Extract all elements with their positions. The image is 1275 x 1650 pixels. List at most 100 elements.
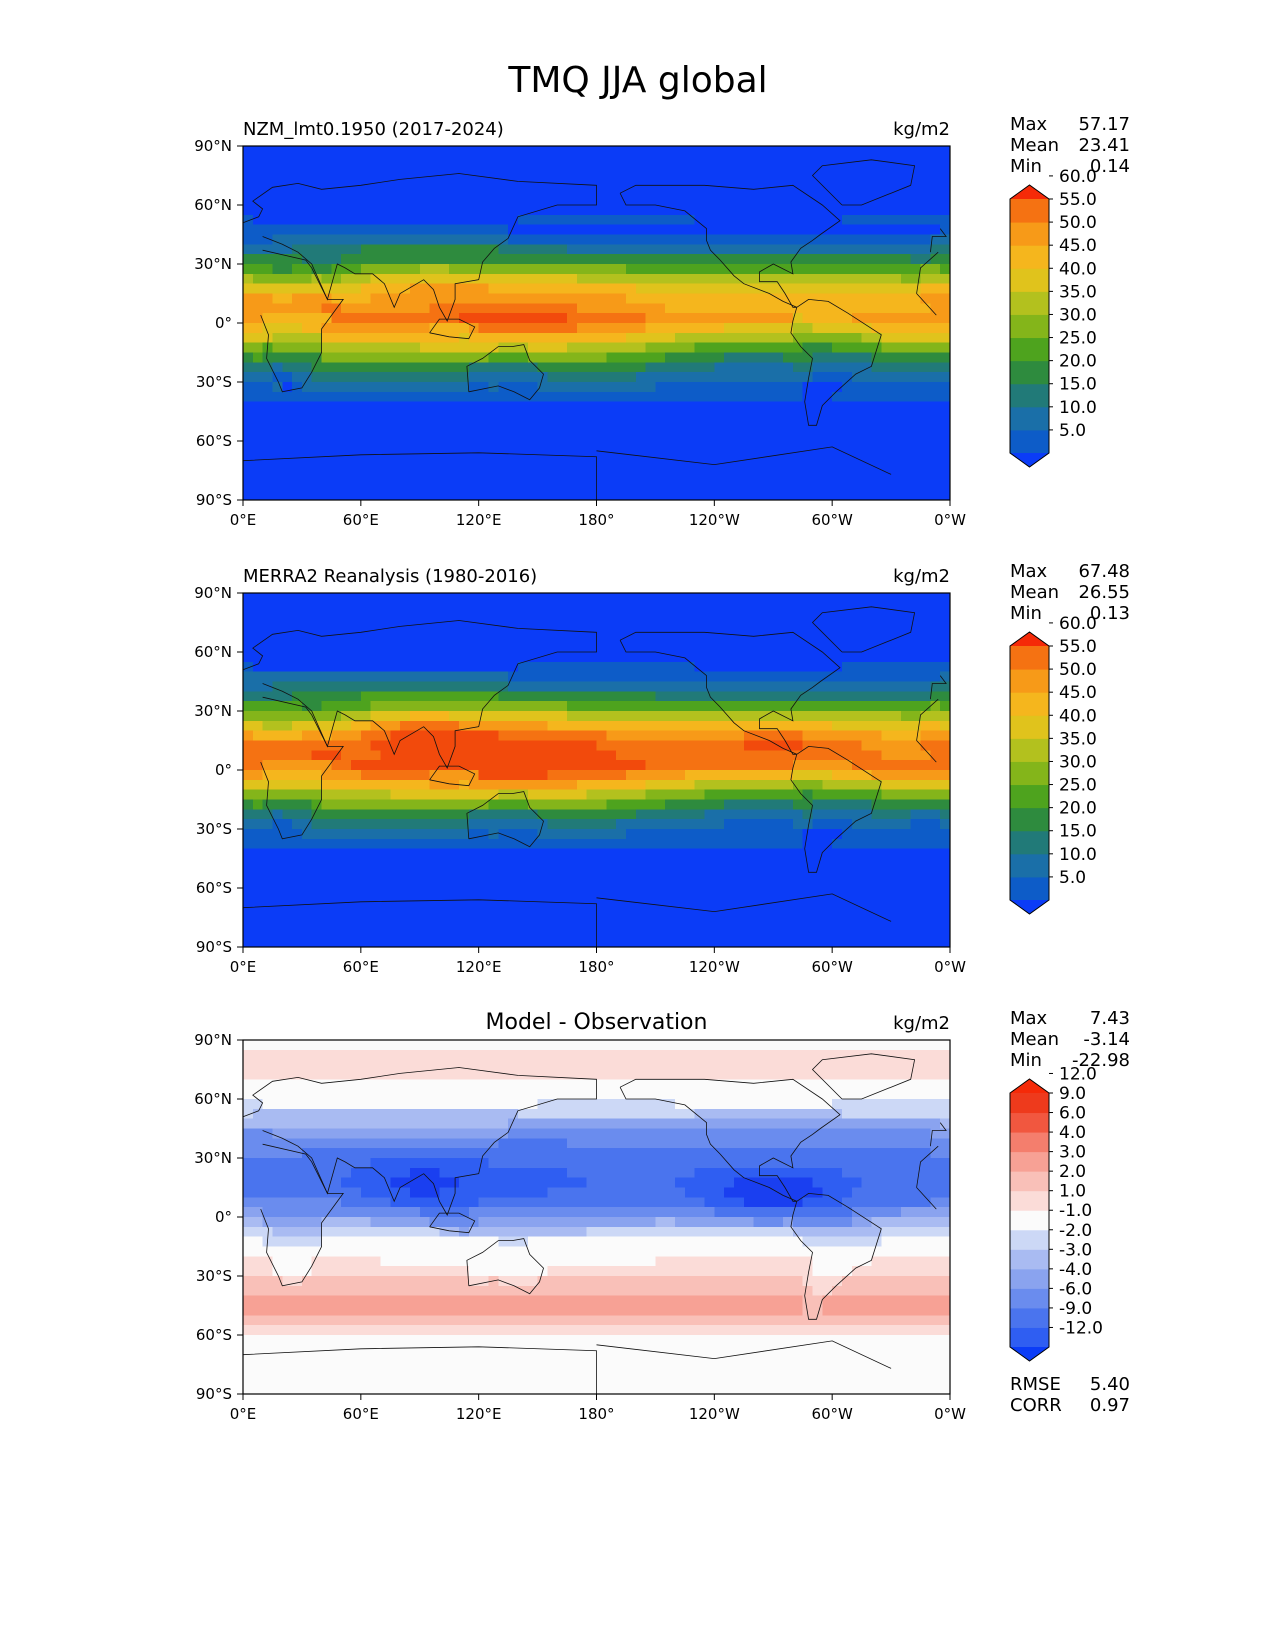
- heatmap-cell: [851, 175, 863, 186]
- heatmap-cell: [557, 770, 568, 781]
- heatmap-cell: [822, 652, 833, 663]
- heatmap-cell: [596, 362, 607, 373]
- heatmap-cell: [547, 254, 558, 265]
- heatmap-cell: [596, 303, 607, 314]
- heatmap-cell: [812, 264, 823, 275]
- heatmap-cell: [724, 819, 735, 830]
- heatmap-cell: [252, 264, 264, 275]
- heatmap-cell: [596, 185, 607, 196]
- heatmap-cell: [635, 799, 647, 810]
- heatmap-cell: [822, 711, 833, 722]
- heatmap-cell: [419, 711, 431, 722]
- heatmap-cell: [311, 819, 323, 830]
- heatmap-cell: [822, 332, 833, 344]
- heatmap-cell: [714, 313, 725, 324]
- heatmap-cell: [792, 490, 804, 501]
- heatmap-cell: [891, 421, 902, 432]
- heatmap-cell: [409, 342, 421, 354]
- heatmap-cell: [498, 303, 509, 314]
- heatmap-cell: [243, 480, 254, 491]
- heatmap-cell: [724, 323, 735, 334]
- heatmap-cell: [321, 264, 332, 275]
- heatmap-cell: [900, 809, 912, 820]
- heatmap-cell: [655, 450, 666, 462]
- heatmap-cell: [459, 362, 470, 373]
- heatmap-cell: [773, 165, 784, 177]
- heatmap-cell: [675, 730, 686, 742]
- heatmap-cell: [861, 760, 873, 771]
- heatmap-cell: [900, 652, 912, 663]
- heatmap-cell: [684, 313, 696, 324]
- heatmap-cell: [468, 234, 480, 245]
- heatmap-cell: [498, 789, 509, 801]
- heatmap-cell: [459, 254, 470, 265]
- heatmap-cell: [733, 602, 745, 614]
- heatmap-cell: [861, 779, 873, 791]
- heatmap-cell: [468, 175, 480, 186]
- heatmap-cell: [675, 799, 686, 810]
- heatmap-cell: [861, 819, 873, 830]
- heatmap-cell: [429, 720, 440, 732]
- heatmap-cell: [586, 701, 598, 712]
- heatmap-cell: [616, 342, 627, 354]
- heatmap-cell: [684, 421, 696, 432]
- heatmap-cell: [891, 652, 902, 663]
- heatmap-cell: [468, 165, 480, 177]
- heatmap-cell: [252, 632, 264, 643]
- heatmap-cell: [684, 323, 696, 334]
- heatmap-cell: [341, 760, 352, 771]
- heatmap-cell: [655, 421, 666, 432]
- heatmap-cell: [243, 234, 254, 245]
- heatmap-cell: [694, 897, 706, 909]
- heatmap-cell: [910, 431, 922, 442]
- heatmap-cell: [341, 421, 352, 432]
- heatmap-cell: [920, 809, 931, 820]
- heatmap-cell: [832, 283, 843, 295]
- heatmap-cell: [576, 593, 588, 604]
- heatmap-cell: [900, 421, 912, 432]
- heatmap-cell: [360, 848, 372, 860]
- heatmap-cell: [704, 750, 715, 761]
- heatmap-cell: [802, 401, 814, 413]
- heatmap-cell: [360, 175, 372, 186]
- heatmap-cell: [704, 642, 715, 653]
- heatmap-cell: [783, 244, 794, 255]
- heatmap-cell: [351, 411, 362, 422]
- heatmap-cell: [400, 622, 411, 633]
- heatmap-cell: [468, 224, 480, 236]
- heatmap-cell: [262, 273, 274, 285]
- heatmap-cell: [547, 681, 558, 692]
- heatmap-cell: [704, 711, 715, 722]
- heatmap-cell: [763, 362, 774, 373]
- heatmap-cell: [802, 185, 814, 196]
- heatmap-cell: [282, 652, 293, 663]
- heatmap-cell: [724, 897, 735, 909]
- heatmap-cell: [272, 214, 283, 226]
- heatmap-cell: [468, 342, 480, 354]
- heatmap-cell: [812, 829, 823, 840]
- heatmap-cell: [861, 701, 873, 712]
- x-tick-label: 120°E: [456, 511, 502, 529]
- heatmap-cell: [576, 632, 588, 643]
- heatmap-cell: [753, 632, 765, 643]
- heatmap-cell: [665, 671, 676, 683]
- heatmap-cell: [557, 888, 568, 899]
- heatmap-cell: [753, 244, 765, 255]
- heatmap-cell: [920, 602, 931, 614]
- heatmap-cell: [252, 421, 264, 432]
- heatmap-cell: [400, 234, 411, 245]
- heatmap-cell: [527, 740, 539, 751]
- heatmap-cell: [665, 460, 676, 472]
- heatmap-cell: [606, 175, 617, 186]
- heatmap-cell: [606, 401, 617, 413]
- heatmap-cell: [675, 888, 686, 899]
- heatmap-cell: [743, 858, 755, 869]
- heatmap-cell: [900, 273, 912, 285]
- heatmap-cell: [282, 175, 293, 186]
- heatmap-cell: [910, 195, 922, 206]
- heatmap-cell: [262, 431, 274, 442]
- heatmap-cell: [665, 829, 676, 840]
- heatmap-cell: [635, 652, 647, 663]
- heatmap-cell: [900, 789, 912, 801]
- heatmap-cell: [881, 701, 892, 712]
